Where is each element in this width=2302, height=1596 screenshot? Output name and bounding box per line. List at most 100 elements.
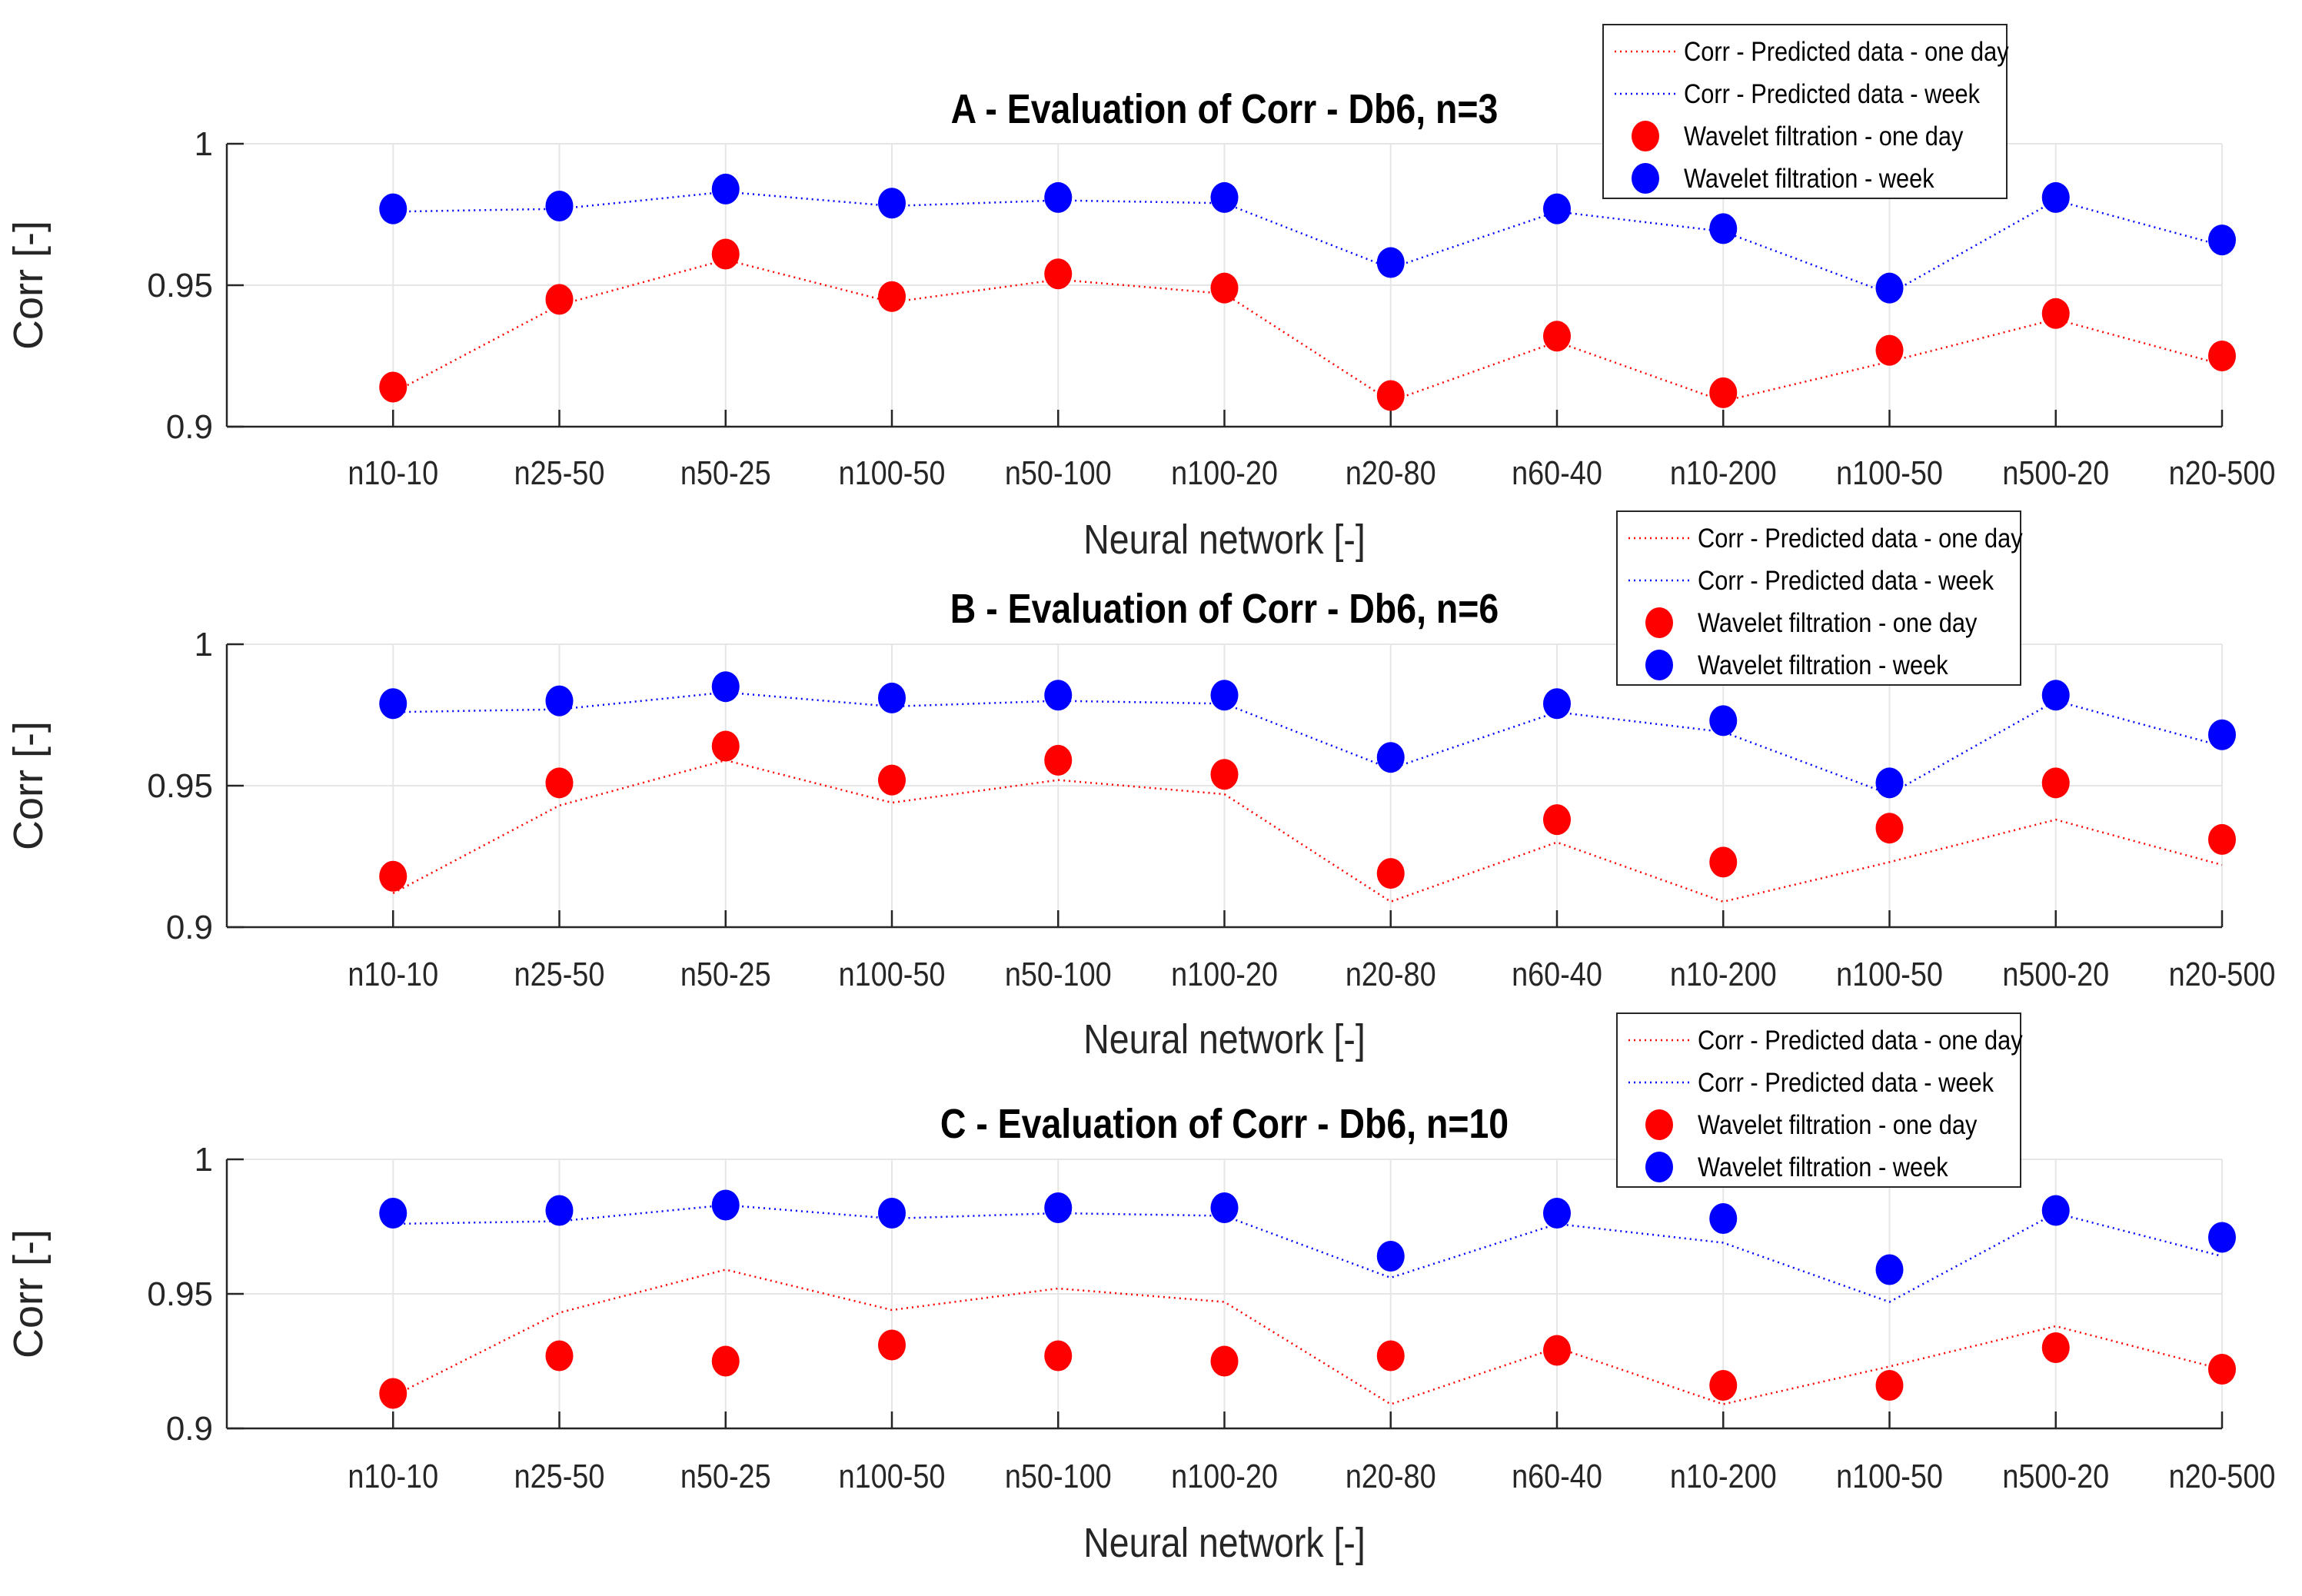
marker-wavelet-week [878,1198,906,1229]
series-line-predicted-week [393,191,2223,295]
marker-wavelet-week [2041,680,2070,711]
marker-wavelet-week [1543,193,1571,224]
marker-wavelet-week [1709,1203,1738,1234]
x-axis-label: Neural network [-] [1083,516,1365,563]
series-line-predicted-week [393,1204,2223,1303]
marker-wavelet-one-day [545,767,574,799]
x-tick-label: n25-50 [514,454,605,491]
y-tick-label: 0.95 [147,767,213,805]
legend-label: Corr - Predicted data - week [1698,1067,1994,1097]
marker-wavelet-one-day [2041,298,2070,329]
x-tick-label: n500-20 [2002,1457,2109,1495]
marker-wavelet-week [379,688,408,720]
marker-wavelet-one-day [1875,1370,1904,1401]
x-tick-label: n50-100 [1005,1457,1112,1495]
legend-marker-sample [1645,1109,1673,1140]
legend: Corr - Predicted data - one day Corr - Pr… [1602,24,2009,199]
marker-wavelet-one-day [2041,767,2070,799]
y-tick-label: 1 [195,626,213,663]
marker-wavelet-one-day [1875,334,1904,366]
marker-wavelet-week [1376,1241,1405,1272]
y-tick-label: 0.95 [147,1275,213,1313]
marker-wavelet-week [2041,1195,2070,1226]
series-line-predicted-one-day [392,759,2223,903]
legend: Corr - Predicted data - one day Corr - Pr… [1616,510,2023,686]
marker-wavelet-one-day [1210,272,1239,304]
chart-title: A - Evaluation of Corr - Db6, n=3 [951,85,1499,132]
marker-wavelet-week [1210,181,1239,213]
x-tick-label: n100-50 [839,1457,946,1495]
marker-wavelet-one-day [711,1345,740,1377]
marker-wavelet-one-day [379,371,408,403]
marker-wavelet-one-day [1709,1370,1738,1401]
marker-wavelet-one-day [545,1340,574,1372]
marker-wavelet-week [1210,680,1239,711]
y-axis-label: Corr [-] [5,1229,52,1358]
x-tick-label: n20-80 [1346,454,1436,491]
marker-wavelet-week [2041,181,2070,213]
x-tick-label: n50-100 [1005,955,1112,993]
x-tick-label: n20-500 [2169,1457,2276,1495]
x-tick-label: n50-25 [680,454,771,491]
x-tick-label: n100-20 [1171,454,1278,491]
x-tick-label: n60-40 [1512,955,1602,993]
legend-label: Corr - Predicted data - week [1698,565,1994,595]
marker-wavelet-one-day [1543,321,1571,352]
legend-label: Corr - Predicted data - week [1684,78,1980,108]
marker-wavelet-week [2208,1222,2236,1253]
y-tick-label: 0.95 [147,267,213,304]
marker-wavelet-one-day [379,860,408,892]
marker-wavelet-one-day [2208,823,2236,855]
x-tick-label: n100-50 [839,454,946,491]
marker-wavelet-week [2208,719,2236,750]
marker-wavelet-one-day [1376,858,1405,889]
marker-wavelet-one-day [878,764,906,796]
chart-title: B - Evaluation of Corr - Db6, n=6 [950,585,1499,632]
marker-wavelet-one-day [878,281,906,312]
marker-wavelet-week [1210,1192,1239,1223]
marker-wavelet-week [1543,688,1571,720]
marker-wavelet-one-day [1709,377,1738,408]
x-axis-label: Neural network [-] [1083,1519,1365,1566]
marker-wavelet-week [878,682,906,713]
x-tick-label: n10-200 [1670,955,1777,993]
marker-wavelet-one-day [1376,380,1405,411]
marker-wavelet-one-day [1044,1340,1073,1372]
legend-label: Wavelet filtration - one day [1684,121,1964,151]
x-tick-label: n100-50 [1836,454,1943,491]
marker-wavelet-week [1376,742,1405,773]
x-tick-label: n10-200 [1670,454,1777,491]
marker-wavelet-one-day [2208,1354,2236,1385]
marker-wavelet-one-day [2208,341,2236,371]
marker-wavelet-one-day [545,284,574,315]
legend-label: Corr - Predicted data - one day [1698,523,2023,553]
legend-marker-sample [1632,163,1659,194]
marker-wavelet-week [711,173,740,204]
marker-wavelet-week [1543,1198,1571,1229]
marker-wavelet-one-day [711,238,740,270]
legend-label: Wavelet filtration - week [1698,650,1948,680]
marker-wavelet-week [1709,213,1738,244]
legend-label: Corr - Predicted data - one day [1698,1025,2023,1055]
x-tick-label: n20-500 [2169,955,2276,993]
x-tick-label: n60-40 [1512,1457,1602,1495]
x-tick-label: n100-20 [1171,1457,1278,1495]
marker-wavelet-one-day [1875,813,1904,844]
marker-wavelet-week [379,193,408,224]
x-tick-label: n100-50 [839,955,946,993]
marker-wavelet-week [2208,224,2236,256]
x-tick-label: n10-200 [1670,1457,1777,1495]
series-line-predicted-week [393,691,2223,796]
y-tick-label: 1 [195,1141,213,1179]
x-tick-label: n100-20 [1171,955,1278,993]
marker-wavelet-week [545,190,574,221]
x-tick-label: n100-50 [1836,955,1943,993]
chart-panel-3: 0.9 0.95 1 n10-10 n25-50 n50-25 n100-50 n50-100… [5,1012,2276,1566]
marker-wavelet-week [1044,1192,1073,1223]
y-tick-label: 0.9 [166,909,213,946]
marker-wavelet-one-day [1044,744,1073,776]
marker-wavelet-one-day [1210,759,1239,790]
marker-wavelet-one-day [1543,1335,1571,1366]
marker-wavelet-week [1044,181,1073,213]
